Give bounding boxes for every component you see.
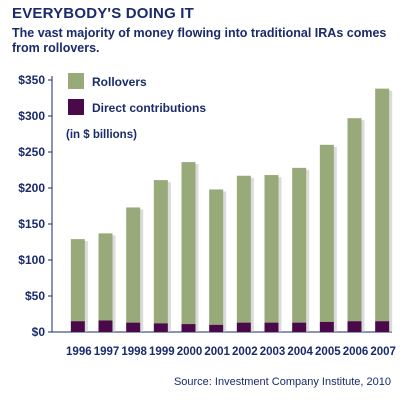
y-tick-label: $150 bbox=[18, 217, 45, 231]
unit-note: (in $ billions) bbox=[66, 129, 137, 141]
y-tick-label: $200 bbox=[18, 181, 45, 195]
bar-rollovers bbox=[181, 162, 196, 325]
y-tick-label: $100 bbox=[18, 253, 45, 267]
bar-rollovers bbox=[347, 118, 362, 322]
x-tick-label: 2001 bbox=[204, 346, 230, 358]
bar-rollovers bbox=[264, 175, 279, 323]
x-tick-label: 1998 bbox=[121, 346, 147, 358]
axis: $0 $50 $100 $150 $200 $250 $300 $350 bbox=[18, 73, 392, 339]
bar-direct-contributions bbox=[153, 323, 168, 332]
bar-direct-contributions bbox=[126, 322, 141, 332]
bar-direct-contributions bbox=[319, 321, 334, 332]
bar-direct-contributions bbox=[292, 322, 307, 332]
bar-direct-contributions bbox=[181, 324, 196, 332]
bar-rollovers bbox=[126, 207, 141, 323]
legend-swatch-rollovers bbox=[68, 73, 84, 89]
bar-direct-contributions bbox=[70, 321, 85, 332]
bar-direct-contributions bbox=[347, 321, 362, 332]
chart-title: EVERYBODY'S DOING IT bbox=[12, 5, 195, 22]
y-tick-label: $250 bbox=[18, 145, 45, 159]
legend-label-rollovers: Rollovers bbox=[92, 75, 147, 89]
bars bbox=[70, 88, 393, 332]
x-tick-label: 2004 bbox=[287, 346, 313, 358]
bar-direct-contributions bbox=[264, 322, 279, 332]
bar-rollovers bbox=[236, 175, 251, 323]
bar-rollovers bbox=[292, 167, 307, 323]
source-note: Source: Investment Company Institute, 20… bbox=[173, 376, 391, 388]
legend: Rollovers Direct contributions (in $ bil… bbox=[66, 73, 206, 141]
legend-swatch-direct-contributions bbox=[68, 99, 84, 115]
y-tick-label: $350 bbox=[18, 73, 45, 87]
chart-subtitle: The vast majority of money flowing into … bbox=[12, 26, 387, 55]
x-tick-label: 2000 bbox=[177, 346, 203, 358]
y-tick-label: $50 bbox=[25, 289, 45, 303]
bar-rollovers bbox=[319, 144, 334, 322]
x-tick-label: 2003 bbox=[260, 346, 286, 358]
x-tick-label: 1996 bbox=[66, 346, 92, 358]
bar-direct-contributions bbox=[98, 320, 113, 332]
x-tick-label: 2002 bbox=[232, 346, 258, 358]
y-tick-label: $0 bbox=[32, 325, 46, 339]
y-tick-label: $300 bbox=[18, 109, 45, 123]
bar-direct-contributions bbox=[375, 321, 390, 332]
bar-rollovers bbox=[98, 233, 113, 321]
x-tick-label: 2006 bbox=[343, 346, 369, 358]
bar-rollovers bbox=[209, 189, 224, 325]
bar-direct-contributions bbox=[209, 324, 224, 332]
bar-rollovers bbox=[70, 239, 85, 322]
x-tick-labels: 1996 1997 1998 1999 2000 2001 2002 2003 2004 2005… bbox=[66, 346, 396, 358]
legend-label-direct-contributions: Direct contributions bbox=[92, 101, 206, 115]
x-tick-label: 1997 bbox=[94, 346, 120, 358]
x-tick-label: 2005 bbox=[315, 346, 341, 358]
bar-rollovers bbox=[153, 180, 168, 324]
bar-direct-contributions bbox=[236, 322, 251, 332]
bar-rollovers bbox=[375, 88, 390, 322]
x-tick-label: 2007 bbox=[370, 346, 396, 358]
x-tick-label: 1999 bbox=[149, 346, 175, 358]
